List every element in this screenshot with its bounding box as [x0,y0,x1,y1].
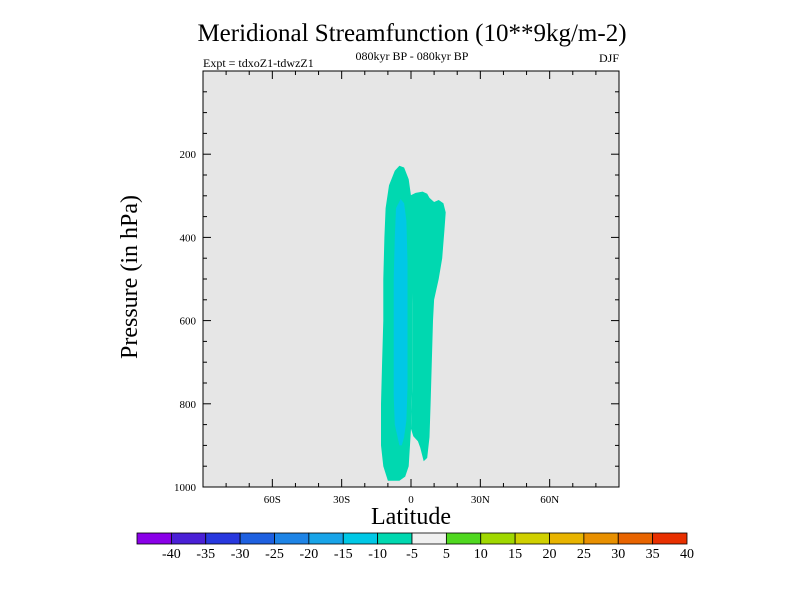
colorbar-swatch [170,532,207,545]
colorbar-label: -25 [265,547,284,562]
axis-ticks [203,71,619,487]
colorbar-label: 30 [611,547,625,562]
x-tick-label: 30S [333,494,350,506]
colorbar-swatch [652,532,688,545]
colorbar-swatch [445,532,482,545]
subtitle-season: DJF [599,51,619,65]
x-tick-label: 60S [264,494,281,506]
x-tick-label: 30N [471,494,490,506]
subtitle-experiment: Expt = tdxoZ1-tdwzZ1 [203,56,314,70]
colorbar-swatch [514,532,550,545]
colorbar-label: -20 [300,547,319,562]
y-tick-labels: 200 400 600 800 1000 [174,149,197,494]
colorbar-swatch [549,532,585,545]
colorbar-label: -5 [406,547,418,562]
colorbar-swatch [583,532,619,545]
y-tick-label: 600 [180,316,197,328]
colorbar-label: 15 [508,547,522,562]
colorbar [136,532,688,545]
x-tick-label: 60N [540,494,559,506]
x-axis-label: Latitude [371,504,451,530]
chart-title: Meridional Streamfunction (10**9kg/m-2) [197,20,626,47]
colorbar-label: -10 [368,547,387,562]
x-tick-labels: 60S 30S 0 30N 60N [264,494,559,506]
colorbar-swatch [342,532,379,545]
colorbar-label: 5 [443,547,450,562]
subtitle-period: 080kyr BP - 080kyr BP [356,49,469,63]
colorbar-label: 40 [680,547,694,562]
contour-layer [381,165,446,481]
y-axis-label: Pressure (in hPa) [117,195,143,359]
colorbar-label: -35 [196,547,215,562]
y-tick-label: 400 [180,232,197,244]
colorbar-swatch [136,532,172,545]
y-tick-label: 800 [180,399,197,411]
colorbar-swatch [480,532,516,545]
contour-region-minus-5-to-minus-10-east [409,191,446,462]
y-tick-label: 1000 [174,482,197,494]
y-tick-label: 200 [180,149,197,161]
colorbar-swatch [239,532,275,545]
colorbar-swatch [617,532,654,545]
colorbar-label: 10 [474,547,488,562]
colorbar-label: 25 [577,547,591,562]
colorbar-swatch [274,532,310,545]
colorbar-label: -30 [231,547,250,562]
colorbar-labels: -40 -35 -30 -25 -20 -15 -10 -5 5 10 15 20 25 30 35 40 [162,547,694,562]
colorbar-swatch [308,532,344,545]
colorbar-label: -15 [334,547,353,562]
colorbar-swatch [411,532,447,545]
colorbar-label: 35 [646,547,660,562]
colorbar-swatch [377,532,413,545]
contour-region-minus-10-to-minus-15-core [393,199,408,446]
colorbar-swatch [205,532,241,545]
x-tick-label: 0 [408,494,414,506]
colorbar-label: -40 [162,547,181,562]
colorbar-label: 20 [543,547,557,562]
